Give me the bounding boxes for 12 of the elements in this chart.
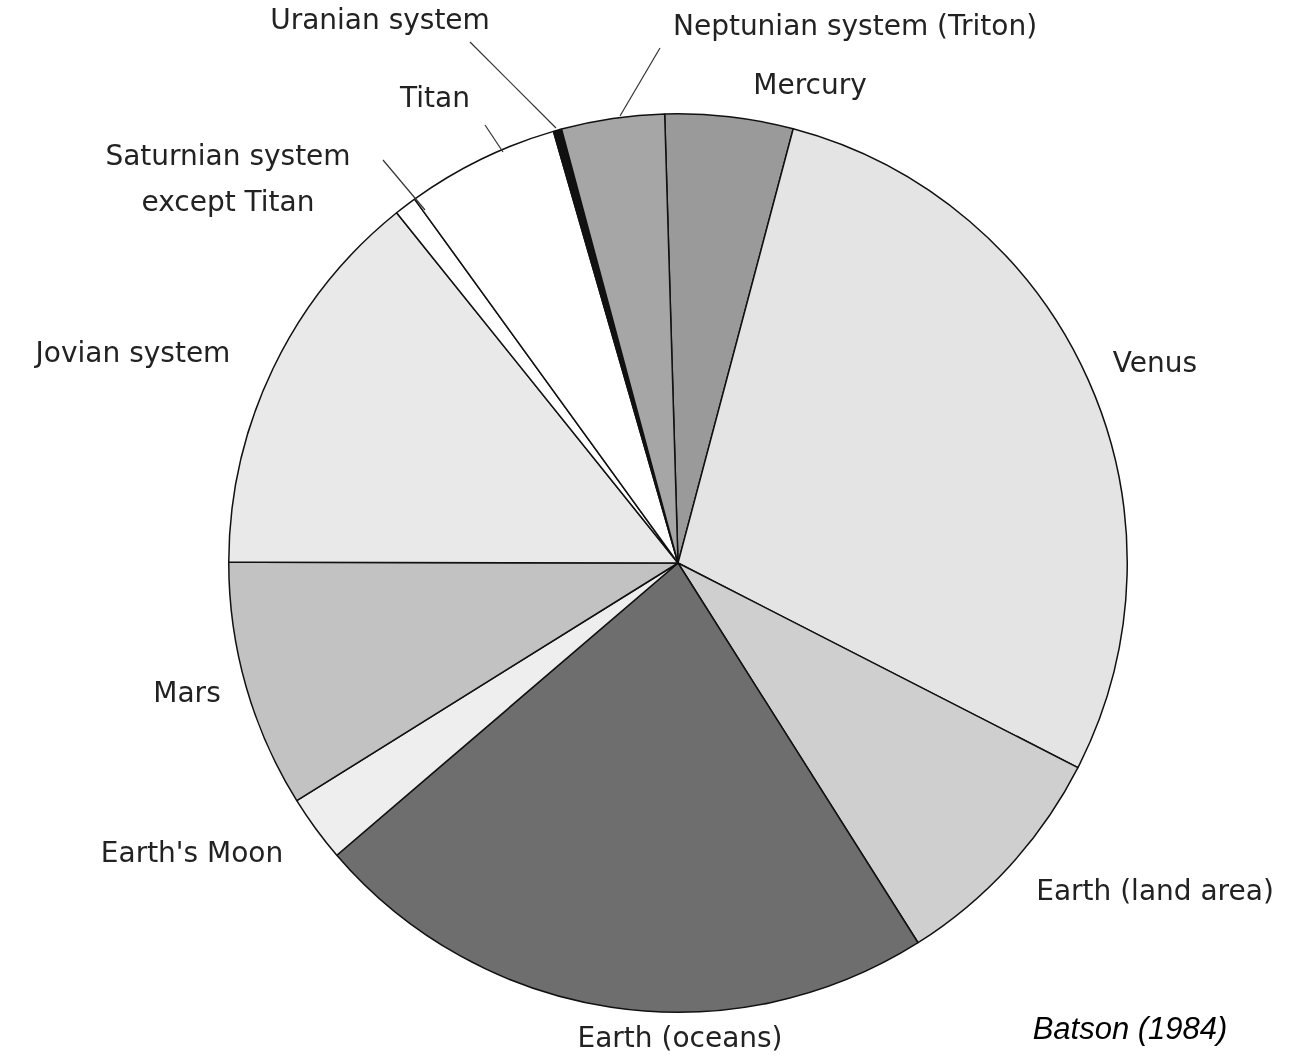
- slice-label: Neptunian system (Triton): [672, 9, 1038, 43]
- slice-label: Uranian system: [270, 3, 490, 37]
- slice-label: Mars: [153, 676, 221, 710]
- slice-label: Earth (oceans): [577, 1021, 783, 1055]
- slice-label: Earth (land area): [1036, 874, 1274, 908]
- slice-label: Mercury: [753, 68, 867, 102]
- slice-label: Saturnian system except Titan: [105, 139, 351, 219]
- slice-label: Venus: [1112, 346, 1198, 380]
- slice-label: Titan: [399, 81, 470, 115]
- slice-label: Earth's Moon: [100, 836, 284, 870]
- slice-label: Jovian system: [33, 336, 231, 370]
- text: Batson (1984): [1032, 1010, 1228, 1046]
